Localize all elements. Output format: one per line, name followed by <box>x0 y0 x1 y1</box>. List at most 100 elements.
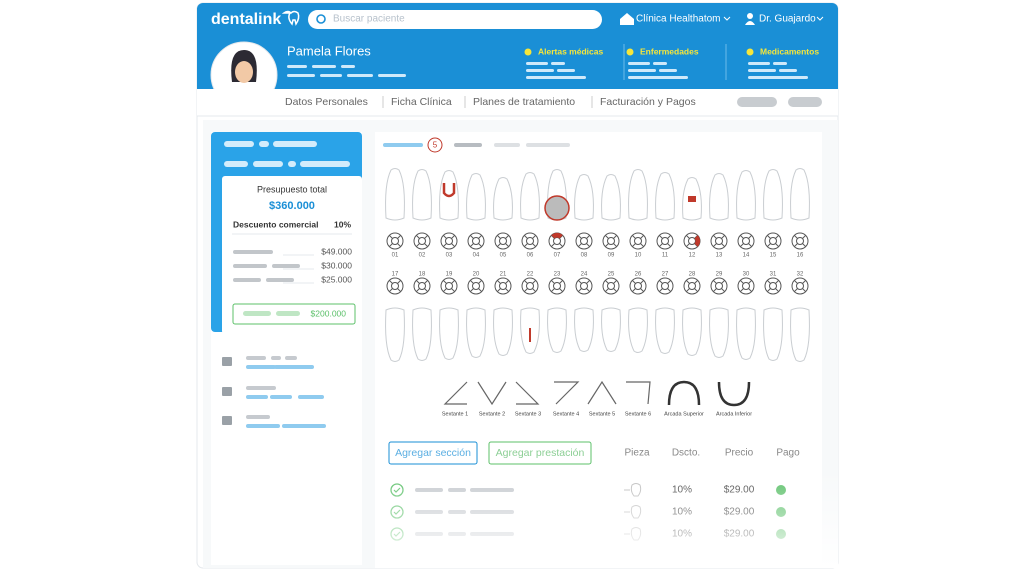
tooth-surface-inner <box>445 237 453 245</box>
search-icon <box>316 14 326 24</box>
tooth-surface-lines <box>523 279 537 293</box>
placeholder <box>246 424 280 428</box>
tooth-surface-inner <box>742 282 750 290</box>
sextant-icon[interactable] <box>626 381 651 405</box>
action-button[interactable] <box>388 441 478 465</box>
tab[interactable]: Datos Personales <box>285 96 368 108</box>
tooth-number: 13 <box>716 253 723 259</box>
surface-mark <box>551 232 563 239</box>
upper-tooth <box>736 170 756 221</box>
side-icon <box>222 357 232 366</box>
placeholder <box>271 356 281 360</box>
tooth-number: 08 <box>581 253 588 259</box>
sextant-icon[interactable] <box>477 381 507 406</box>
action-button[interactable] <box>488 441 592 465</box>
button-label: Agregar prestación <box>496 447 585 459</box>
placeholder <box>628 62 650 65</box>
placeholder <box>246 356 266 360</box>
placeholder <box>748 69 776 72</box>
user-icon <box>747 13 753 19</box>
step <box>526 143 570 147</box>
tooth-surface-inner <box>769 282 777 290</box>
sextant-icon[interactable] <box>443 381 468 405</box>
placeholder <box>273 141 317 147</box>
alert-title[interactable]: Alertas médicas <box>538 46 603 56</box>
tooth-surface-lines <box>550 279 564 293</box>
placeholder <box>270 395 292 399</box>
tooth-surface-lines <box>712 234 726 248</box>
placeholder <box>233 264 267 268</box>
tooth-surface-inner <box>418 282 426 290</box>
alert-icon <box>524 48 532 56</box>
tooth-surface-inner <box>769 237 777 245</box>
budget-item: $30.000 <box>321 260 352 270</box>
tooth-number: 16 <box>797 253 804 259</box>
sextant-icon[interactable] <box>587 380 617 405</box>
step <box>383 143 423 147</box>
tab-action[interactable] <box>737 97 777 107</box>
tab-action[interactable] <box>788 97 822 107</box>
tooth-surface-lines <box>658 234 672 248</box>
tab[interactable]: Facturación y Pagos <box>600 96 696 108</box>
tooth-surface-lines <box>658 279 672 293</box>
tooth-surface-lines <box>604 234 618 248</box>
budget-item: $25.000 <box>321 274 352 284</box>
clinic-name[interactable]: Clínica Healthatom <box>636 14 720 25</box>
logo-icon <box>281 10 300 26</box>
placeholder <box>246 365 276 369</box>
placeholder <box>628 69 656 72</box>
placeholder <box>287 74 315 77</box>
sextant-icon[interactable] <box>515 381 540 405</box>
placeholder <box>266 278 294 282</box>
upper-tooth <box>412 169 432 221</box>
placeholder <box>259 141 269 147</box>
placeholder <box>628 76 688 79</box>
patient-name: Pamela Flores <box>287 43 371 58</box>
tooth-number: 15 <box>770 253 777 259</box>
tooth-surface-lines <box>712 279 726 293</box>
tab[interactable]: Ficha Clínica <box>391 96 452 108</box>
sextant-icon[interactable] <box>554 381 580 405</box>
tooth-surface-inner <box>526 237 534 245</box>
alert-title[interactable]: Enfermedades <box>640 46 699 56</box>
tooth-surface-inner <box>661 282 669 290</box>
tooth-number: 30 <box>743 272 750 278</box>
user-name[interactable]: Dr. Guajardo <box>759 14 816 25</box>
tooth-surface-inner <box>607 237 615 245</box>
placeholder <box>300 161 350 167</box>
upper-tooth <box>790 168 810 221</box>
sextant-icon[interactable] <box>717 381 751 407</box>
lower-tooth <box>574 307 594 352</box>
tooth-surface-inner <box>661 237 669 245</box>
tab[interactable]: Planes de tratamiento <box>473 96 575 108</box>
tooth-surface-inner <box>742 237 750 245</box>
tooth-number: 05 <box>500 253 507 259</box>
user-icon-body <box>745 21 755 25</box>
alert-title[interactable]: Medicamentos <box>760 46 819 56</box>
upper-tooth <box>763 169 783 221</box>
tooth-surface-lines <box>577 279 591 293</box>
placeholder <box>233 278 261 282</box>
tooth-number: 32 <box>797 272 804 278</box>
upper-tooth <box>709 173 729 221</box>
sextant-icon[interactable] <box>667 380 701 406</box>
fade-overlay <box>375 470 838 568</box>
placeholder <box>288 161 296 167</box>
budget-item: $49.000 <box>321 246 352 256</box>
search-box[interactable] <box>308 10 602 29</box>
column-header: Pago <box>776 448 800 459</box>
sextant-label: Sextante 3 <box>515 411 541 417</box>
tooth-number: 17 <box>392 272 399 278</box>
upper-tooth <box>655 172 675 221</box>
alert-icon <box>626 48 634 56</box>
tooth-number: 11 <box>662 253 669 259</box>
tooth-surface-inner <box>715 282 723 290</box>
sextant-label: Arcada Inferior <box>716 411 752 417</box>
placeholder <box>282 424 326 428</box>
tooth-number: 21 <box>500 272 507 278</box>
tooth-surface-inner <box>445 282 453 290</box>
placeholder <box>287 65 307 68</box>
tooth-surface-lines <box>496 234 510 248</box>
placeholder <box>526 76 586 79</box>
